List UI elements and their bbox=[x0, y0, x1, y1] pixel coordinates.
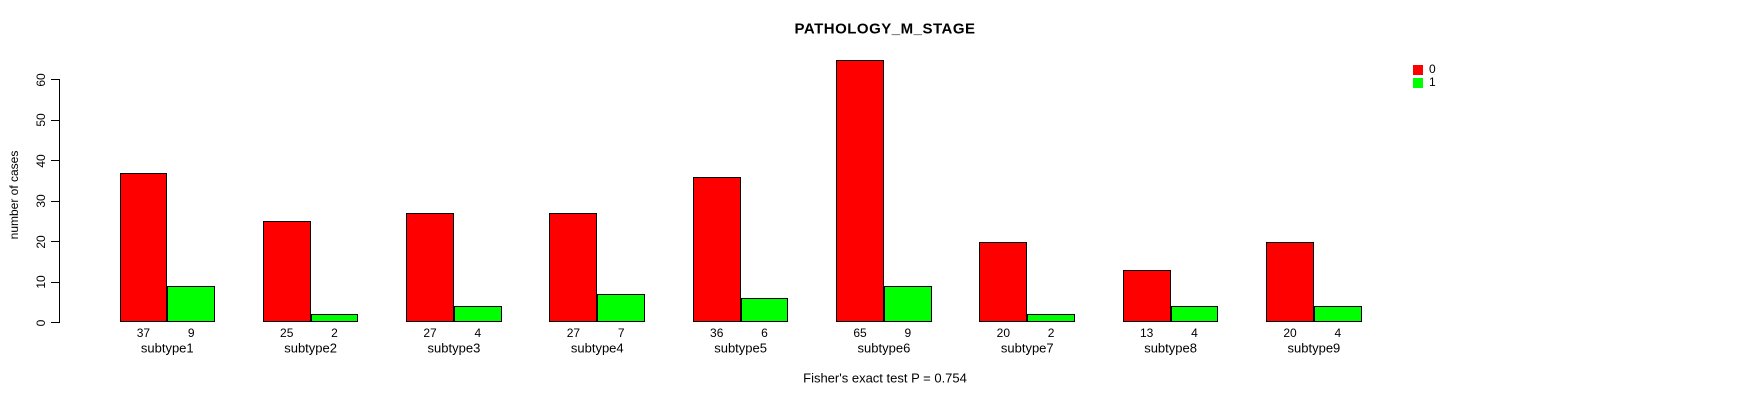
bar-1-subtype2 bbox=[310, 314, 359, 323]
bar-0-subtype5 bbox=[692, 176, 741, 323]
bar-value-label: 2 bbox=[331, 326, 338, 340]
bar-1-subtype7 bbox=[1027, 314, 1076, 323]
legend: 0 1 bbox=[1413, 62, 1436, 90]
y-axis-tick-label: 60 bbox=[34, 73, 48, 87]
bar-value-label: 4 bbox=[1334, 326, 1342, 340]
bar-value-label: 25 bbox=[280, 326, 294, 340]
bar-value-label: 27 bbox=[566, 326, 581, 340]
y-axis-tick-label: 30 bbox=[34, 194, 48, 208]
bar-0-subtype8 bbox=[1122, 269, 1171, 323]
bar-1-subtype8 bbox=[1170, 306, 1219, 323]
bar-value-label: 9 bbox=[904, 326, 912, 340]
y-axis-tick-label: 10 bbox=[34, 275, 48, 289]
chart-title: PATHOLOGY_M_STAGE bbox=[794, 20, 976, 38]
x-category-label: subtype2 bbox=[284, 340, 337, 356]
bar-1-subtype3 bbox=[453, 306, 502, 323]
y-axis-tick-label: 20 bbox=[34, 234, 48, 249]
x-category-label: subtype6 bbox=[857, 340, 911, 356]
bar-1-subtype9 bbox=[1313, 306, 1362, 323]
legend-swatch-red bbox=[1413, 64, 1423, 75]
bar-1-subtype1 bbox=[167, 286, 216, 323]
bar-0-subtype3 bbox=[406, 213, 454, 323]
y-axis-tick-label: 50 bbox=[34, 113, 48, 128]
legend-item-0: 0 bbox=[1413, 62, 1436, 76]
x-category-label: subtype8 bbox=[1144, 340, 1197, 356]
bar-value-label: 13 bbox=[1140, 326, 1154, 340]
bar-value-label: 27 bbox=[423, 326, 437, 340]
x-category-label: subtype9 bbox=[1287, 340, 1341, 356]
bar-0-subtype9 bbox=[1266, 241, 1314, 323]
x-category-label: subtype4 bbox=[570, 340, 624, 356]
bar-value-label: 2 bbox=[1047, 326, 1055, 340]
bar-0-subtype7 bbox=[979, 241, 1028, 323]
bar-0-subtype4 bbox=[549, 213, 598, 323]
bar-value-label: 20 bbox=[1283, 326, 1297, 340]
bar-value-label: 4 bbox=[1191, 326, 1198, 340]
legend-item-1: 1 bbox=[1413, 75, 1436, 89]
y-axis-label: number of cases bbox=[7, 150, 21, 240]
bar-value-label: 7 bbox=[617, 326, 625, 340]
y-axis-tick bbox=[51, 160, 60, 162]
x-category-label: subtype3 bbox=[427, 340, 481, 356]
y-axis-tick bbox=[51, 281, 60, 283]
x-category-label: subtype5 bbox=[714, 340, 767, 356]
bar-value-label: 65 bbox=[853, 326, 867, 340]
y-axis-tick bbox=[51, 79, 60, 81]
bar-value-label: 20 bbox=[996, 326, 1011, 340]
bar-0-subtype1 bbox=[119, 172, 168, 323]
bar-1-subtype6 bbox=[883, 286, 932, 323]
bar-0-subtype2 bbox=[262, 221, 311, 323]
x-category-label: subtype1 bbox=[140, 340, 194, 356]
y-axis-tick bbox=[51, 241, 60, 243]
y-axis-tick bbox=[51, 119, 60, 121]
x-category-label: subtype7 bbox=[1000, 340, 1054, 356]
y-axis-tick bbox=[51, 200, 60, 202]
y-axis-tick-label: 40 bbox=[34, 154, 48, 168]
bar-1-subtype5 bbox=[740, 298, 789, 323]
bar-value-label: 4 bbox=[474, 326, 482, 340]
bar-value-label: 6 bbox=[761, 326, 768, 340]
bar-value-label: 9 bbox=[187, 326, 195, 340]
legend-label-1: 1 bbox=[1429, 75, 1436, 89]
y-axis-tick bbox=[51, 322, 60, 323]
stat-test-caption: Fisher's exact test P = 0.754 bbox=[803, 370, 967, 386]
bar-value-label: 37 bbox=[136, 326, 151, 340]
legend-label-0: 0 bbox=[1429, 62, 1436, 76]
bar-0-subtype6 bbox=[836, 59, 884, 323]
y-axis-tick-label: 0 bbox=[34, 319, 48, 326]
legend-swatch-green bbox=[1413, 77, 1423, 88]
bar-1-subtype4 bbox=[597, 294, 646, 323]
bar-value-label: 36 bbox=[710, 326, 724, 340]
